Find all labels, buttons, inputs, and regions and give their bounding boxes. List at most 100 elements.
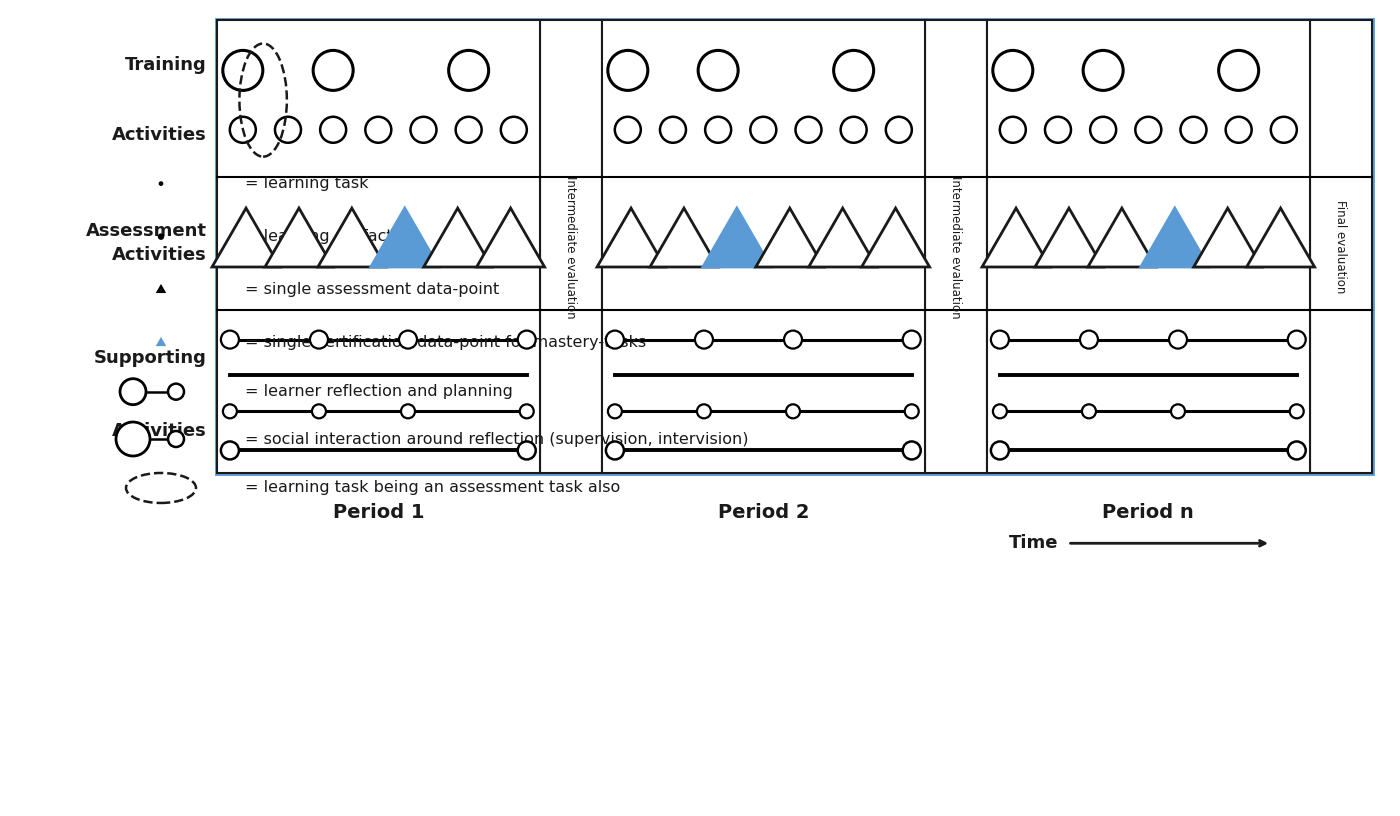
Circle shape	[321, 117, 346, 143]
Circle shape	[694, 330, 713, 348]
Text: = learning task being an assessment task also: = learning task being an assessment task…	[245, 481, 620, 495]
Circle shape	[1288, 330, 1306, 348]
Circle shape	[1225, 117, 1252, 143]
Circle shape	[230, 117, 256, 143]
Circle shape	[750, 117, 777, 143]
Circle shape	[991, 441, 1009, 459]
Text: = single assessment data-point: = single assessment data-point	[245, 282, 500, 297]
Polygon shape	[809, 208, 876, 267]
Polygon shape	[1035, 208, 1103, 267]
Polygon shape	[650, 208, 718, 267]
Circle shape	[400, 404, 414, 419]
Circle shape	[314, 51, 353, 91]
Circle shape	[615, 117, 641, 143]
Circle shape	[1082, 404, 1096, 419]
Circle shape	[223, 51, 263, 91]
Text: Activities: Activities	[112, 246, 207, 264]
Circle shape	[795, 117, 822, 143]
Circle shape	[365, 117, 392, 143]
Circle shape	[221, 330, 239, 348]
Circle shape	[608, 51, 648, 91]
Circle shape	[1170, 404, 1184, 419]
Circle shape	[501, 117, 526, 143]
Text: Intermediate evaluation: Intermediate evaluation	[564, 175, 577, 318]
Circle shape	[1135, 117, 1162, 143]
Circle shape	[904, 404, 918, 419]
Bar	[539, 20, 602, 473]
Polygon shape	[981, 208, 1050, 267]
Bar	[987, 20, 1309, 473]
Text: Intermediate evaluation: Intermediate evaluation	[949, 175, 962, 318]
Circle shape	[606, 330, 624, 348]
Circle shape	[886, 117, 911, 143]
Circle shape	[1079, 330, 1098, 348]
Circle shape	[160, 235, 162, 238]
Text: = single certification data-point for mastery-tasks: = single certification data-point for ma…	[245, 335, 647, 350]
Circle shape	[410, 117, 437, 143]
Circle shape	[448, 51, 489, 91]
Polygon shape	[1246, 208, 1315, 267]
Circle shape	[608, 404, 622, 419]
Text: = learning artifact: = learning artifact	[245, 229, 392, 244]
Bar	[924, 20, 987, 473]
Circle shape	[903, 330, 921, 348]
Circle shape	[1169, 330, 1187, 348]
Bar	[602, 20, 924, 473]
Circle shape	[116, 422, 150, 456]
Text: Final evaluation: Final evaluation	[1334, 200, 1347, 294]
Circle shape	[697, 404, 711, 419]
Circle shape	[518, 441, 536, 459]
Circle shape	[223, 404, 237, 419]
Circle shape	[699, 51, 738, 91]
Polygon shape	[318, 208, 386, 267]
Text: Supporting: Supporting	[94, 348, 207, 366]
Circle shape	[1084, 51, 1123, 91]
Polygon shape	[1194, 208, 1261, 267]
Circle shape	[1218, 51, 1259, 91]
Circle shape	[1180, 117, 1207, 143]
Text: Period 1: Period 1	[333, 503, 424, 522]
Polygon shape	[158, 339, 164, 344]
Circle shape	[1288, 441, 1306, 459]
Polygon shape	[756, 208, 823, 267]
Text: Activities: Activities	[112, 422, 207, 440]
Polygon shape	[1141, 208, 1208, 267]
Text: Period 2: Period 2	[718, 503, 809, 522]
Polygon shape	[476, 208, 545, 267]
Text: Activities: Activities	[112, 126, 207, 144]
Circle shape	[784, 330, 802, 348]
Circle shape	[706, 117, 731, 143]
Circle shape	[309, 330, 328, 348]
Circle shape	[168, 384, 183, 400]
Circle shape	[455, 117, 482, 143]
Polygon shape	[424, 208, 491, 267]
Circle shape	[160, 183, 162, 184]
Circle shape	[399, 330, 417, 348]
Polygon shape	[1088, 208, 1156, 267]
Circle shape	[659, 117, 686, 143]
Text: = learner reflection and planning: = learner reflection and planning	[245, 384, 512, 399]
Circle shape	[1000, 117, 1026, 143]
Circle shape	[1271, 117, 1296, 143]
Polygon shape	[211, 208, 280, 267]
Polygon shape	[371, 208, 438, 267]
Circle shape	[840, 117, 867, 143]
Circle shape	[518, 330, 536, 348]
Circle shape	[903, 441, 921, 459]
Circle shape	[1044, 117, 1071, 143]
Circle shape	[312, 404, 326, 419]
Polygon shape	[158, 286, 164, 291]
Text: Period n: Period n	[1102, 503, 1194, 522]
Circle shape	[274, 117, 301, 143]
Circle shape	[785, 404, 799, 419]
Polygon shape	[861, 208, 930, 267]
Text: = social interaction around reflection (supervision, intervision): = social interaction around reflection (…	[245, 432, 749, 446]
Circle shape	[991, 330, 1009, 348]
Polygon shape	[265, 208, 333, 267]
Circle shape	[1289, 404, 1303, 419]
Polygon shape	[596, 208, 665, 267]
Text: Assessment: Assessment	[85, 223, 207, 241]
Circle shape	[221, 441, 239, 459]
Bar	[217, 20, 539, 473]
Circle shape	[993, 51, 1033, 91]
